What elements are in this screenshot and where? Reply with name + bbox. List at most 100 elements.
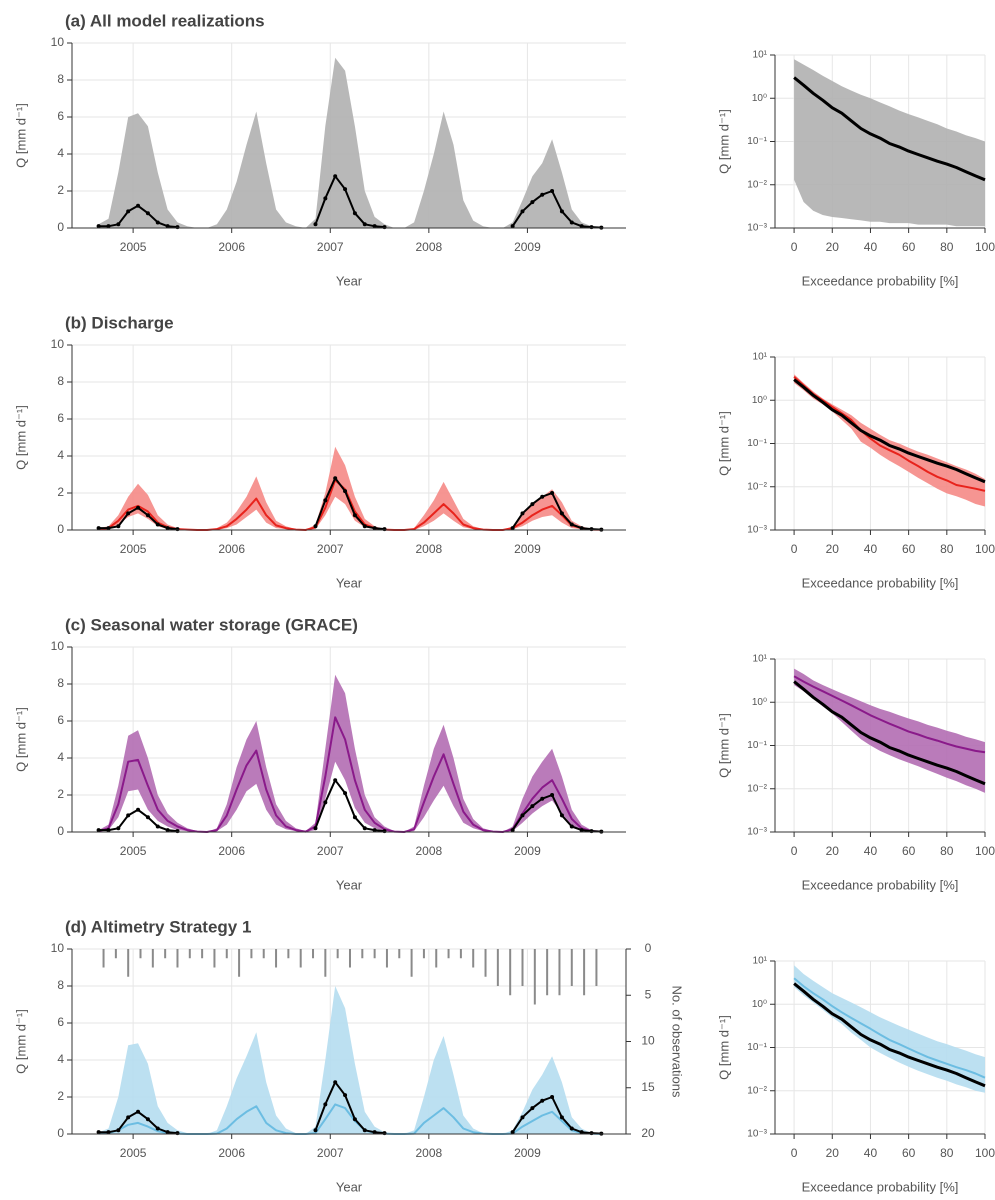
observation-count-bar [533, 949, 536, 1005]
observation-point [145, 815, 150, 820]
x-tick-label: 2009 [514, 240, 541, 254]
observation-count-bar [176, 949, 179, 968]
y-tick-label: 8 [57, 978, 64, 992]
panel-title: (b) Discharge [65, 313, 174, 332]
observation-point [323, 1102, 328, 1107]
x-tick-label: 40 [864, 542, 878, 556]
observation-point [106, 1130, 111, 1135]
observation-count-bar [312, 949, 315, 959]
observation-point [323, 498, 328, 503]
observation-count-bar [373, 949, 376, 959]
x-tick-label: 2007 [317, 844, 344, 858]
y-tick-label: 10 [51, 337, 65, 351]
observation-count-bar [398, 949, 401, 959]
series-line [793, 375, 986, 492]
observation-point [343, 1093, 348, 1098]
x-tick-label: 2006 [218, 844, 245, 858]
observation-point [165, 828, 170, 833]
x-tick-label: 60 [902, 844, 916, 858]
y-tick-label: 10⁰ [752, 697, 767, 708]
observation-point [126, 511, 131, 516]
observation-point [559, 209, 564, 214]
observation-count-bar [188, 949, 191, 959]
observation-count-bar [472, 949, 475, 968]
x-tick-label: 20 [826, 240, 840, 254]
observation-point [155, 522, 160, 527]
y-axis-label: Q [mm d⁻¹] [13, 707, 28, 772]
y-tick-label: 4 [57, 448, 64, 462]
y-tick-label: 10⁻² [747, 783, 767, 794]
y-tick-label: 10⁻² [747, 179, 767, 190]
observation-point [569, 220, 574, 225]
observation-point [510, 526, 515, 531]
observation-point [530, 804, 535, 809]
observation-point [530, 1106, 535, 1111]
observation-count-bar [546, 949, 549, 996]
observation-point [559, 1115, 564, 1120]
y-axis-label: Q [mm d⁻¹] [716, 713, 731, 778]
observation-count-bar [496, 949, 499, 986]
x-tick-label: 80 [940, 542, 954, 556]
y-tick-label: 6 [57, 411, 64, 425]
y-tick-label: 0 [57, 522, 64, 536]
observation-point [550, 189, 555, 193]
observation-point [96, 526, 101, 531]
y-tick-label: 10¹ [753, 50, 768, 61]
y-axis-label: Q [mm d⁻¹] [716, 1015, 731, 1080]
chart-panel: 0 20 40 60 80 100 10⁻³ 10⁻² 10⁻¹ 10⁰ 10¹ Exceedance… [716, 352, 995, 591]
panel-title: (a) All model realizations [65, 11, 265, 30]
observation-count-bar [348, 949, 351, 968]
observation-point [145, 211, 150, 216]
observation-point [520, 1115, 525, 1120]
observation-point [343, 791, 348, 796]
observation-point [106, 828, 111, 833]
observation-count-bar [484, 949, 487, 977]
observation-point [313, 1128, 318, 1133]
observation-point [343, 489, 348, 494]
observation-point [313, 524, 318, 529]
observation-point [136, 807, 141, 812]
uncertainty-band [98, 446, 602, 530]
x-tick-label: 0 [791, 542, 798, 556]
observation-point [116, 222, 121, 227]
x-tick-label: 2005 [120, 1146, 147, 1160]
y-tick-label: 8 [57, 676, 64, 690]
x-tick-label: 2005 [120, 844, 147, 858]
x-tick-label: 40 [864, 1146, 878, 1160]
observation-point [530, 200, 535, 205]
observation-point [155, 824, 160, 829]
observation-point [96, 224, 101, 229]
x-tick-label: 80 [940, 1146, 954, 1160]
y-tick-label: 0 [57, 824, 64, 838]
observation-point [579, 828, 584, 833]
y-tick-label: 10 [51, 35, 65, 49]
x-tick-label: 2007 [317, 240, 344, 254]
observation-count-bar [595, 949, 598, 986]
observation-point [569, 824, 574, 829]
observation-point [579, 1130, 584, 1135]
observation-point [372, 828, 377, 833]
observation-point [96, 828, 101, 833]
y-tick-label: 2 [57, 787, 64, 801]
observation-count-bar [385, 949, 388, 968]
y-axis-label: Q [mm d⁻¹] [716, 109, 731, 174]
x-tick-label: 2009 [514, 542, 541, 556]
x-axis-label: Year [336, 877, 363, 892]
observation-point [165, 224, 170, 229]
y-tick-label: 2 [57, 183, 64, 197]
chart-panel: 2005 2006 2007 2008 2009 0 2 4 6 8 10 0 5 10 15 20 No. o… [13, 917, 684, 1194]
observation-count-bar [225, 949, 228, 959]
uncertainty-band [98, 674, 602, 832]
y-tick-label: 6 [57, 109, 64, 123]
observation-point [343, 187, 348, 192]
y-tick-label: 10⁻¹ [747, 438, 767, 449]
x-axis-label: Exceedance probability [%] [802, 575, 959, 590]
y2-tick-label: 20 [641, 1126, 655, 1140]
series-line [98, 479, 602, 531]
observation-point [559, 813, 564, 818]
observation-point [155, 220, 160, 225]
observation-count-bar [238, 949, 241, 977]
x-axis-label: Exceedance probability [%] [802, 1179, 959, 1194]
observation-count-bar [521, 949, 524, 986]
observation-count-bar [275, 949, 278, 968]
